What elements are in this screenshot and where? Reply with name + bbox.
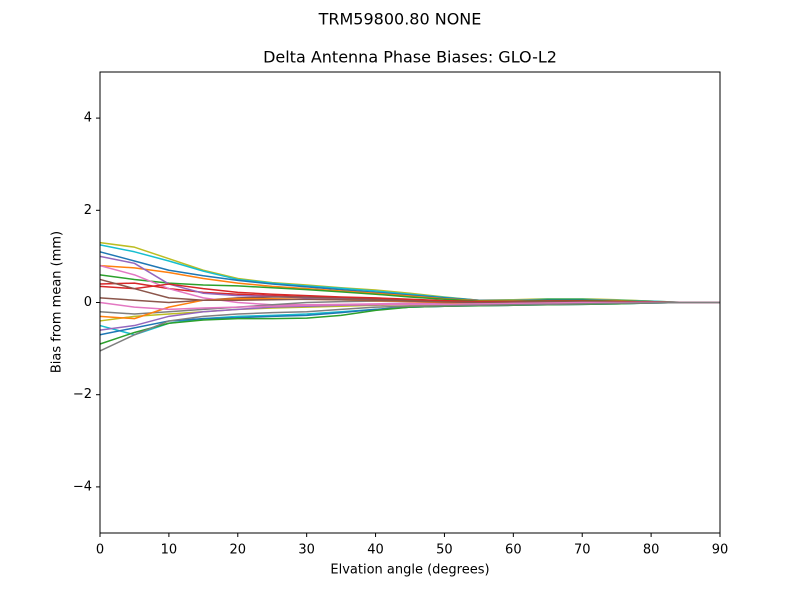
x-tick-label: 80 [643, 543, 660, 558]
y-tick-label: 4 [84, 111, 92, 126]
chart-title: Delta Antenna Phase Biases: GLO-L2 [263, 48, 557, 67]
x-tick-label: 60 [505, 543, 522, 558]
x-tick-label: 70 [574, 543, 591, 558]
y-tick-label: −4 [73, 479, 92, 494]
x-tick-label: 10 [161, 543, 178, 558]
y-tick-label: 0 [84, 295, 92, 310]
x-tick-label: 30 [298, 543, 315, 558]
y-tick-label: −2 [73, 387, 92, 402]
data-line [99, 301, 720, 311]
y-axis-label: Bias from mean (mm) [50, 231, 65, 373]
suptitle: TRM59800.80 NONE [318, 10, 482, 29]
x-tick-label: 0 [96, 543, 104, 558]
x-axis-label: Elvation angle (degrees) [330, 563, 489, 578]
x-tick-label: 20 [230, 543, 247, 558]
data-line [99, 301, 720, 352]
x-tick-label: 50 [436, 543, 453, 558]
x-tick-label: 40 [367, 543, 384, 558]
y-tick-label: 2 [84, 203, 92, 218]
x-tick-label: 90 [712, 543, 729, 558]
